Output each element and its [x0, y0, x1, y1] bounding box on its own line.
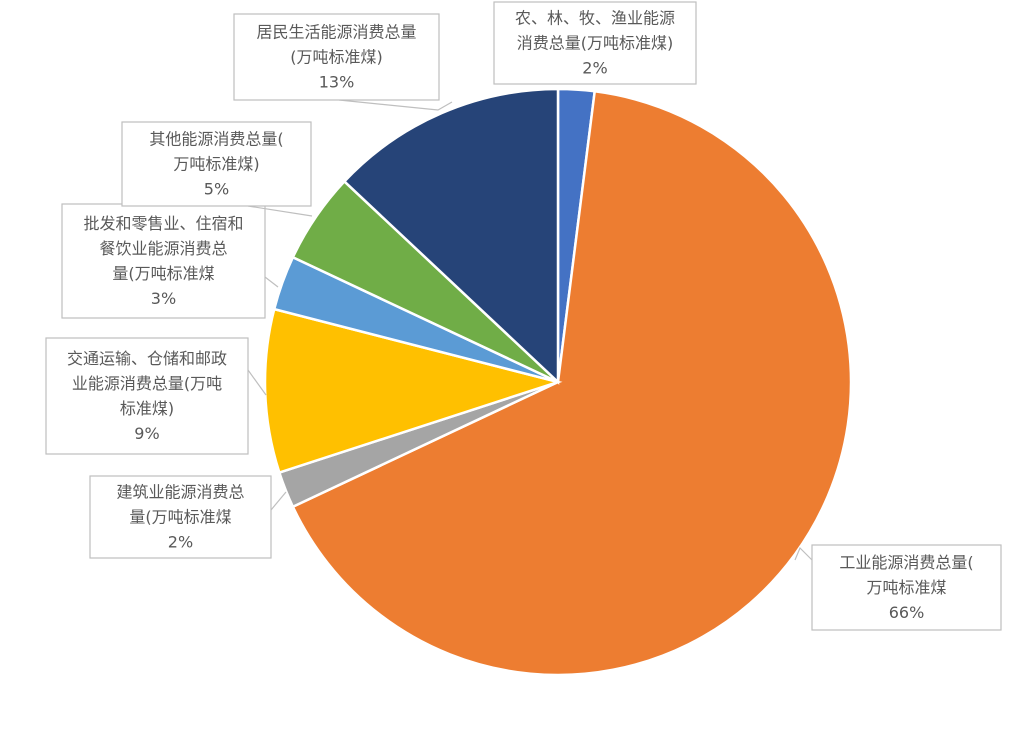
slice-category: 业能源消费总量(万吨 [72, 374, 222, 393]
slice-percent: 3% [151, 289, 176, 308]
slice-category: 工业能源消费总量( [839, 553, 973, 572]
leader-line [247, 205, 313, 217]
slice-category: 交通运输、仓储和邮政 [67, 349, 227, 368]
slice-category: 餐饮业能源消费总 [99, 239, 227, 258]
slice-percent: 2% [168, 533, 193, 552]
label-box [45, 337, 249, 455]
pie-slice-6 [342, 87, 560, 385]
slice-category: 居民生活能源消费总量 [256, 23, 416, 42]
label-box [89, 475, 272, 559]
label-box [121, 121, 312, 207]
slice-category: 农、林、牧、渔业能源 [515, 9, 675, 28]
slice-category: 其他能源消费总量( [149, 130, 283, 149]
leader-line [264, 276, 279, 288]
slice-percent: 2% [582, 59, 607, 78]
slice-category: 量(万吨标准煤 [112, 264, 214, 283]
slice-percent: 5% [204, 180, 229, 199]
data-label-5: 其他能源消费总量( 万吨标准煤) 5% [121, 121, 313, 217]
pie-slice-1 [291, 89, 853, 677]
leader-line [794, 546, 813, 561]
slice-percent: 13% [319, 73, 355, 92]
label-box [493, 1, 697, 85]
slice-percent: 66% [889, 603, 925, 622]
slice-category: 万吨标准煤) [173, 155, 259, 174]
slice-percent: 9% [134, 424, 159, 443]
slice-category: 建筑业能源消费总 [116, 483, 244, 502]
data-label-6: 居民生活能源消费总量 (万吨标准煤) 13% [233, 13, 453, 111]
slice-category: 标准煤) [120, 399, 174, 418]
slice-category: 消费总量(万吨标准煤) [517, 34, 674, 53]
leader-line [270, 491, 287, 511]
label-box [811, 544, 1002, 631]
slice-category: 万吨标准煤 [866, 578, 946, 597]
label-box [61, 203, 266, 319]
data-label-1: 工业能源消费总量( 万吨标准煤 66% [794, 544, 1002, 631]
slice-category: 批发和零售业、住宿和 [83, 214, 243, 233]
label-box [233, 13, 440, 101]
pie-slice-3 [263, 307, 563, 475]
leader-line [247, 369, 267, 396]
slice-category: 量(万吨标准煤 [129, 508, 231, 527]
pie-slices [263, 87, 853, 677]
slice-category: (万吨标准煤) [290, 48, 383, 67]
leader-line [338, 99, 453, 111]
